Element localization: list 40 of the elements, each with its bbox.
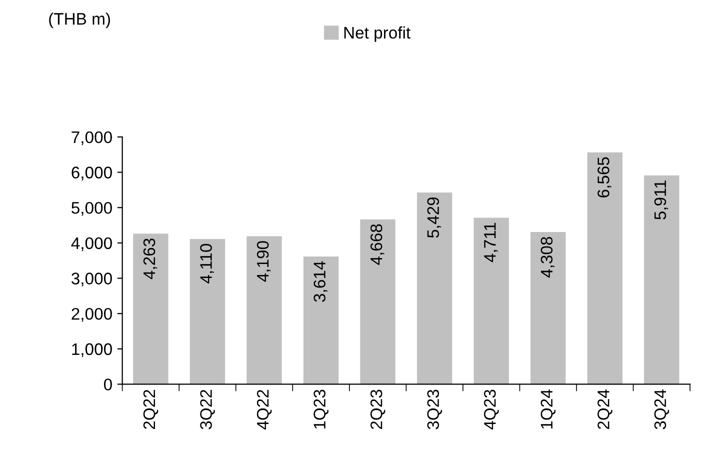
x-tick-label: 3Q23: [427, 390, 442, 430]
text: 6,565: [598, 157, 612, 198]
y-tick-label: 4,000: [71, 237, 112, 252]
bar: [360, 219, 396, 384]
x-tick-label: 2Q22: [143, 390, 158, 429]
legend-label: Net profit: [344, 26, 410, 42]
bar: [644, 175, 680, 384]
text: 4,308: [540, 237, 555, 278]
text: 3,614: [314, 261, 328, 302]
bar: [530, 232, 566, 384]
bar: [587, 152, 622, 384]
x-tick-label: 1Q23: [314, 390, 328, 429]
y-tick-label: 0: [104, 378, 112, 390]
x-tick-label: 3Q22: [200, 390, 215, 430]
bar: [190, 239, 226, 384]
text: 4,711: [484, 222, 498, 262]
y-tick-label: 1,000: [72, 343, 112, 358]
x-tick-label: 4Q23: [484, 390, 499, 430]
y-tick-label: 5,000: [72, 202, 112, 216]
bar: [474, 218, 509, 384]
y-tick-label: 6,000: [72, 166, 112, 180]
text: 5,429: [427, 197, 441, 238]
x-tick-label: 3Q24: [654, 390, 670, 430]
text: 4,668: [370, 224, 384, 265]
text: 5,911: [654, 180, 668, 220]
x-tick-label: 2Q23: [370, 390, 386, 429]
text: 4,263: [143, 238, 158, 280]
y-tick-label: 3,000: [72, 272, 112, 286]
bar: [246, 236, 282, 384]
y-tick-label: 7,000: [72, 131, 112, 146]
bar: [303, 256, 339, 384]
x-tick-label: 1Q24: [540, 390, 556, 429]
x-tick-label: 2Q24: [598, 390, 612, 429]
bar: [133, 234, 168, 384]
text: (THB m): [49, 12, 110, 28]
text: 4,110: [200, 244, 214, 284]
y-tick-label: 2,000: [72, 308, 112, 322]
bar: [416, 192, 452, 384]
x-tick-label: 4Q22: [256, 390, 272, 430]
text: 4,190: [256, 241, 271, 282]
